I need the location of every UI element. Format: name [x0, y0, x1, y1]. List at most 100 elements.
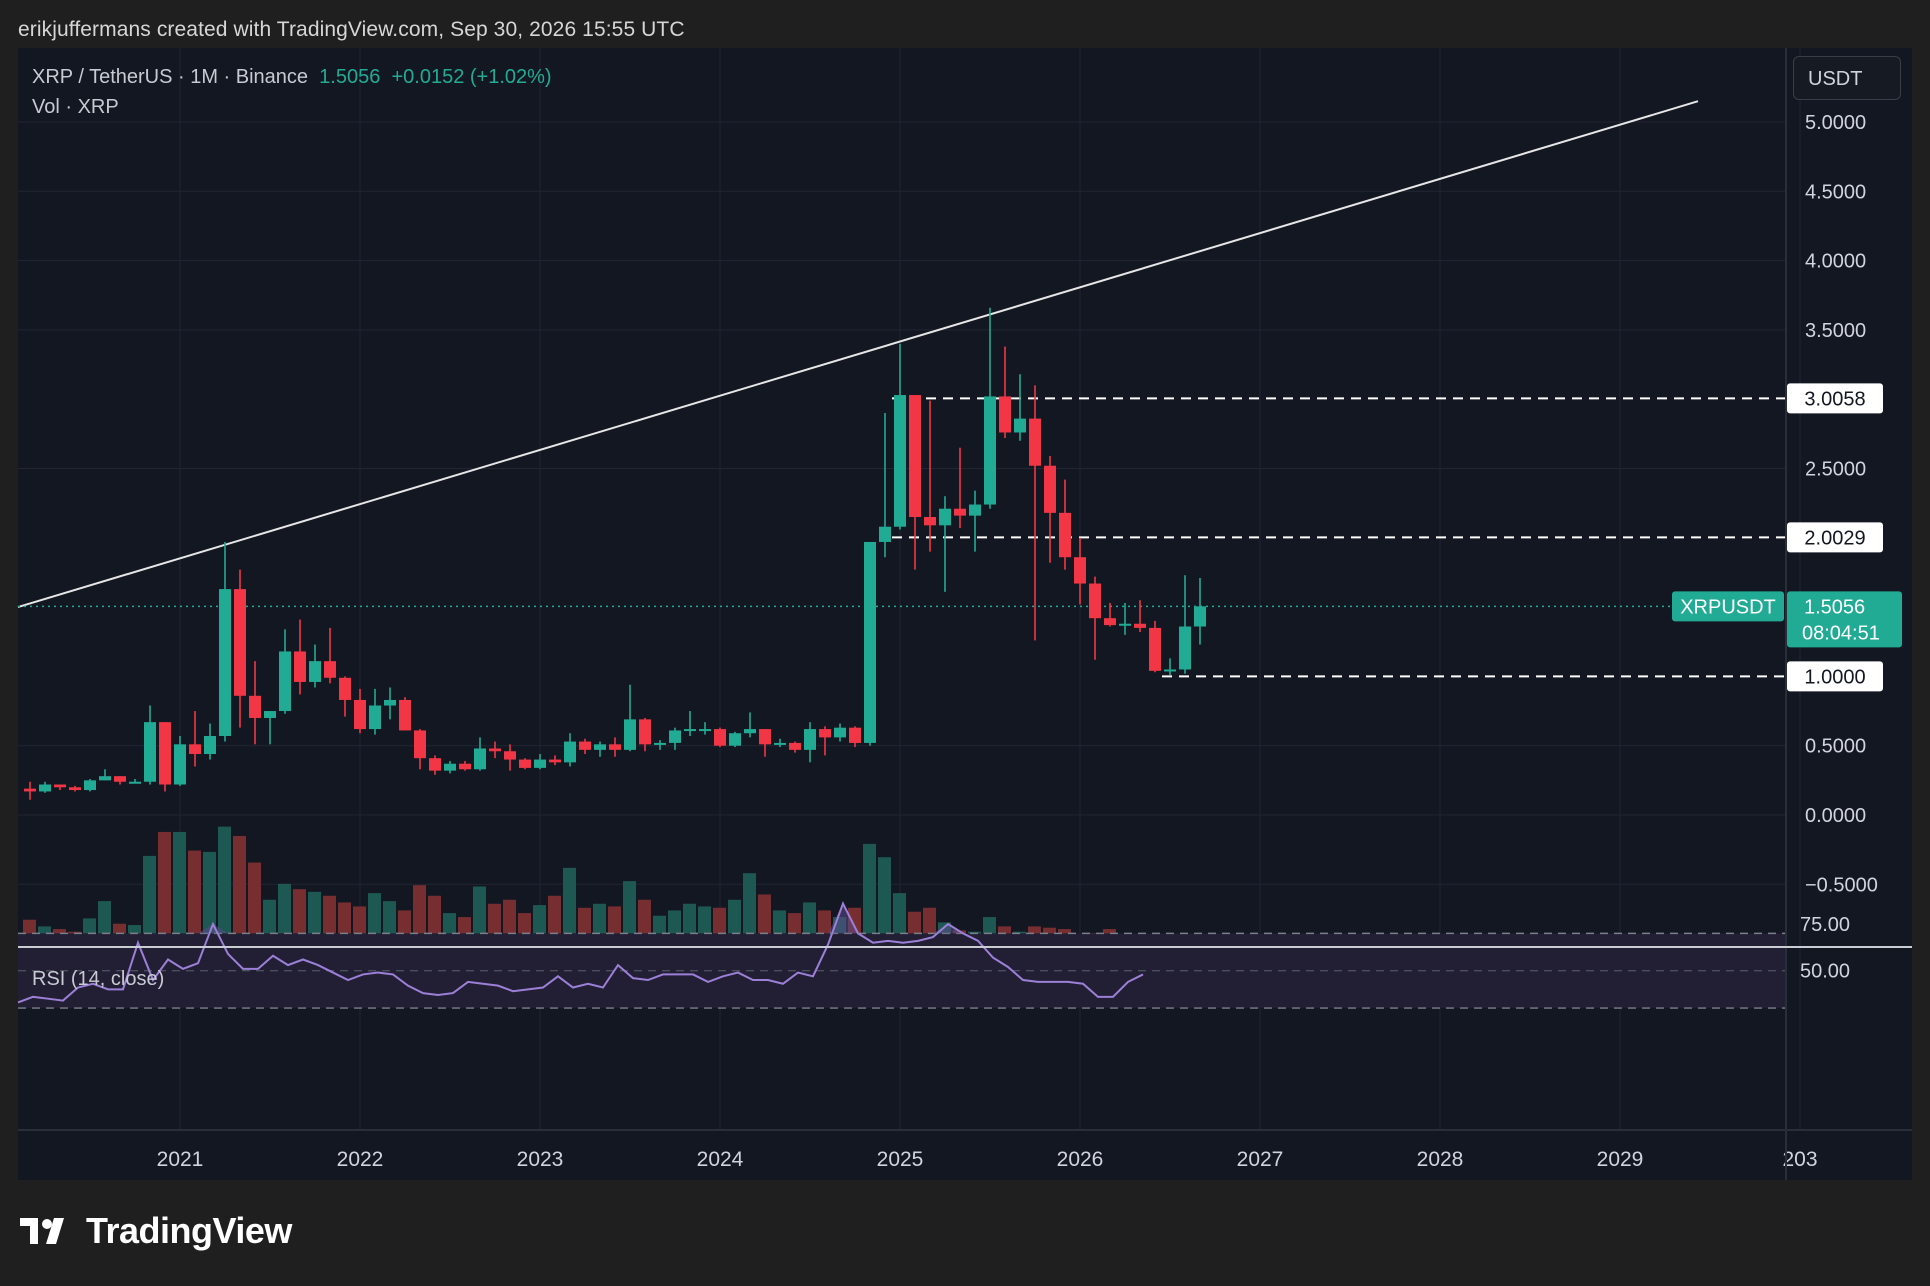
candle-body: [99, 776, 111, 781]
chart-frame: [18, 48, 1912, 1180]
candle: [159, 722, 171, 792]
volume-bar: [878, 857, 891, 945]
candle: [39, 781, 51, 793]
candle-body: [639, 719, 651, 745]
trendline[interactable]: [17, 100, 1699, 609]
y-tick-label: 3.5000: [1805, 320, 1866, 342]
rsi-line: [17, 901, 1144, 1004]
candle: [699, 722, 711, 735]
candle: [1164, 658, 1176, 676]
candle: [264, 711, 276, 745]
candle: [1134, 600, 1146, 633]
candle-body: [534, 759, 546, 768]
candle: [999, 346, 1011, 439]
candle: [234, 569, 246, 728]
candle-body: [744, 729, 756, 734]
candle-body: [774, 742, 786, 745]
candle: [969, 490, 981, 552]
candle-body: [129, 781, 141, 784]
candle-body: [144, 722, 156, 782]
candle-body: [474, 748, 486, 770]
chart-credit: erikjuffermans created with TradingView.…: [18, 18, 685, 41]
candle-body: [954, 508, 966, 516]
candle: [774, 738, 786, 748]
candle-body: [39, 784, 51, 792]
candle-body: [1179, 626, 1191, 670]
candle-body: [294, 651, 306, 682]
candle: [114, 776, 126, 785]
candle: [864, 541, 876, 746]
candle-body: [444, 763, 456, 771]
candle: [579, 738, 591, 755]
symbol-legend: XRP / TetherUS · 1M · Binance 1.5056 +0.…: [32, 66, 552, 89]
candle: [534, 754, 546, 770]
candle-body: [429, 758, 441, 771]
volume-bar: [188, 850, 201, 945]
candle: [84, 778, 96, 792]
candle-body: [189, 744, 201, 755]
candle-body: [234, 589, 246, 696]
volume-bar: [308, 891, 321, 945]
candle-body: [369, 705, 381, 730]
candle: [1119, 602, 1131, 635]
candle-body: [1194, 606, 1206, 627]
candle-body: [204, 735, 216, 755]
y-tick-label: 0.0000: [1805, 805, 1866, 827]
candle: [69, 785, 81, 792]
volume-bar: [143, 855, 156, 945]
candle-body: [924, 517, 936, 526]
price-levels[interactable]: 3.0058 2.0029 1.0000 XRPUSDT 1.5056 08:04:51: [18, 383, 1902, 692]
volume-bar: [623, 881, 636, 945]
symbol-name: XRP / TetherUS · 1M · Binance: [32, 66, 309, 88]
candle-body: [609, 744, 621, 750]
candle: [954, 447, 966, 529]
candle: [1194, 577, 1206, 645]
y-tick-label: 2.5000: [1805, 459, 1866, 481]
candle: [669, 727, 681, 750]
candlestick-series[interactable]: [24, 307, 1206, 800]
candle-body: [714, 729, 726, 746]
candle-body: [339, 677, 351, 700]
volume-bar: [413, 885, 426, 945]
candle: [1014, 374, 1026, 441]
candle-body: [819, 729, 831, 738]
x-tick-label: 203: [1782, 1148, 1817, 1171]
candle-body: [114, 776, 126, 782]
candle-body: [684, 729, 696, 732]
candle-body: [654, 742, 666, 745]
candle: [609, 737, 621, 757]
price-badge: [1787, 591, 1902, 648]
candle: [324, 627, 336, 684]
candle: [804, 722, 816, 763]
axes: 5.0000 4.5000 4.0000 3.5000 2.5000 0.5000 0.00…: [18, 48, 1912, 1180]
candle: [474, 737, 486, 771]
candle: [249, 661, 261, 745]
candle: [384, 687, 396, 720]
candle: [939, 496, 951, 592]
candle: [789, 741, 801, 753]
volume-bar: [368, 893, 381, 945]
candle: [144, 705, 156, 785]
candle-body: [219, 589, 231, 736]
candle-body: [804, 729, 816, 750]
candle: [1179, 575, 1191, 674]
volume-bar: [863, 843, 876, 945]
x-tick-label: 2021: [157, 1148, 204, 1171]
price-change: +0.0152 (+1.02%): [391, 66, 552, 88]
tradingview-logo-icon: [20, 1218, 64, 1244]
candle: [219, 541, 231, 742]
candle-body: [849, 727, 861, 743]
candle: [354, 688, 366, 734]
volume-bar: [293, 889, 306, 945]
candle: [654, 740, 666, 750]
x-tick-label: 2023: [517, 1148, 564, 1171]
volume-bar: [563, 867, 576, 945]
volume-bar: [233, 835, 246, 945]
candle: [204, 723, 216, 760]
price-level-label: 2.0029: [1804, 527, 1865, 549]
candle: [459, 760, 471, 771]
currency-button[interactable]: USDT: [1793, 56, 1901, 100]
candle-body: [24, 788, 36, 792]
price-level-label-bg: [1787, 522, 1883, 553]
